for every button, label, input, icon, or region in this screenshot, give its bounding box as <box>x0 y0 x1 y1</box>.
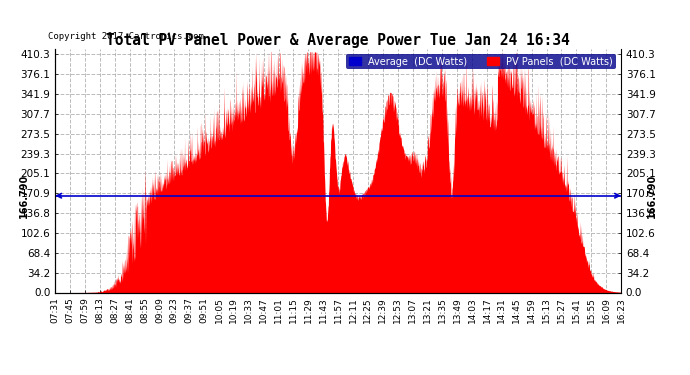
Text: 166.790: 166.790 <box>647 174 657 218</box>
Text: 166.790: 166.790 <box>19 174 29 218</box>
Text: Copyright 2017 Cartronics.com: Copyright 2017 Cartronics.com <box>48 32 204 41</box>
Legend: Average  (DC Watts), PV Panels  (DC Watts): Average (DC Watts), PV Panels (DC Watts) <box>346 54 616 69</box>
Title: Total PV Panel Power & Average Power Tue Jan 24 16:34: Total PV Panel Power & Average Power Tue… <box>106 33 570 48</box>
